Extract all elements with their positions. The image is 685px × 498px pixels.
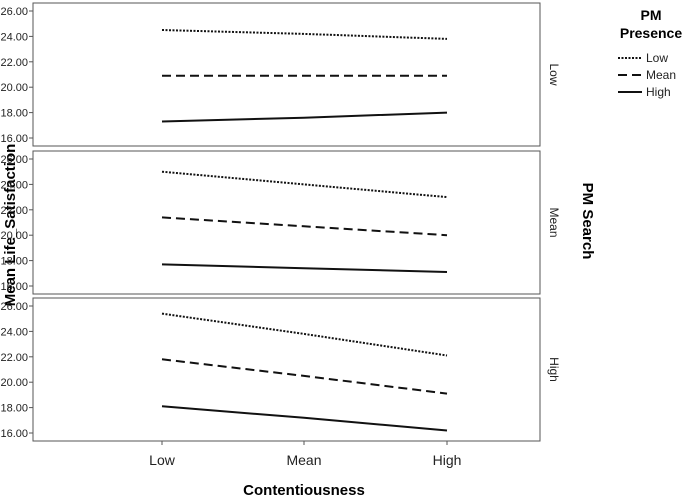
y-tick-label: 24.00 xyxy=(0,179,28,191)
facet-title: PM Search xyxy=(579,183,596,260)
legend-label-low: Low xyxy=(646,51,668,65)
x-tick-label: Low xyxy=(149,452,176,468)
panel-frame xyxy=(32,2,541,147)
x-tick-label: High xyxy=(433,452,462,468)
panel-frame xyxy=(32,297,541,442)
series-line-low xyxy=(161,170,448,199)
y-tick-label: 16.00 xyxy=(0,428,28,440)
panel-frame xyxy=(32,150,541,295)
panel-high: 16.00 18.00 20.00 22.00 24.00 26.00 High xyxy=(0,297,561,442)
series-line-mean xyxy=(161,358,448,395)
y-tick-label: 18.00 xyxy=(0,403,28,415)
series-line-high xyxy=(161,263,448,273)
panel-low: 16.00 18.00 20.00 22.00 24.00 26.00 Low xyxy=(0,2,561,147)
y-axis-title: Mean Life_Satisfaction xyxy=(2,144,19,307)
y-tick-label: 26.00 xyxy=(0,6,28,18)
y-tick-label: 24.00 xyxy=(0,31,28,43)
series-line-high xyxy=(161,405,448,432)
legend-label-high: High xyxy=(646,85,671,99)
y-tick-label: 22.00 xyxy=(0,205,28,217)
x-tick-label: Mean xyxy=(286,452,321,468)
panel-label: High xyxy=(547,357,561,382)
y-tick-label: 24.00 xyxy=(0,326,28,338)
legend-label-mean: Mean xyxy=(646,68,676,82)
chart-panels: 16.00 18.00 20.00 22.00 24.00 26.00 Low 16.00 18… xyxy=(0,2,561,442)
y-tick-label: 26.00 xyxy=(0,154,28,166)
panel-mean: 16.00 18.00 20.00 22.00 24.00 26.00 Mean xyxy=(0,150,561,295)
legend-title-line2: Presence xyxy=(620,25,682,41)
panel-label: Mean xyxy=(547,207,561,237)
y-tick-label: 22.00 xyxy=(0,57,28,69)
panel-label: Low xyxy=(547,63,561,85)
legend: Low Mean High xyxy=(618,51,676,99)
series-line-mean xyxy=(161,216,448,237)
y-tick-label: 18.00 xyxy=(0,108,28,120)
y-tick-label: 26.00 xyxy=(0,301,28,313)
y-tick-label: 20.00 xyxy=(0,377,28,389)
x-axis-ticks: Low Mean High xyxy=(149,441,461,468)
series-line-low xyxy=(161,312,448,357)
x-axis-title: Contentiousness xyxy=(243,482,365,498)
series-line-low xyxy=(161,29,448,40)
y-tick-label: 20.00 xyxy=(0,82,28,94)
y-tick-label: 16.00 xyxy=(0,281,28,293)
series-line-high xyxy=(161,111,448,123)
y-tick-label: 22.00 xyxy=(0,352,28,364)
y-tick-label: 18.00 xyxy=(0,256,28,268)
y-tick-label: 20.00 xyxy=(0,230,28,242)
y-tick-label: 16.00 xyxy=(0,133,28,145)
legend-title-line1: PM xyxy=(641,7,662,23)
